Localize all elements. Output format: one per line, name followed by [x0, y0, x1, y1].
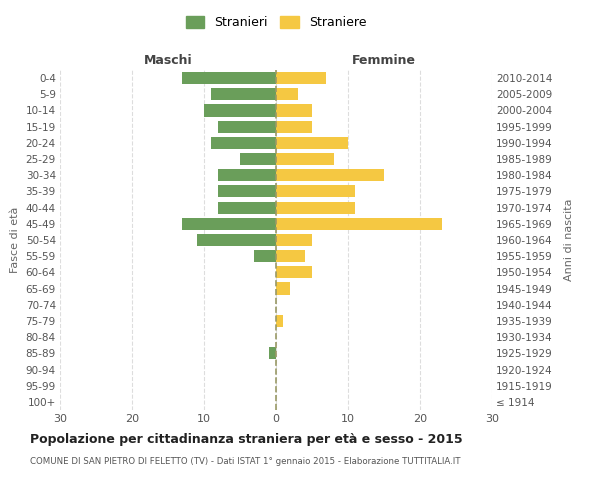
Bar: [276, 88, 298, 101]
Bar: [269, 348, 276, 360]
Bar: [276, 202, 355, 213]
Text: Maschi: Maschi: [143, 54, 193, 67]
Y-axis label: Anni di nascita: Anni di nascita: [564, 198, 574, 281]
Bar: [276, 282, 290, 294]
Bar: [218, 169, 276, 181]
Text: Femmine: Femmine: [352, 54, 416, 67]
Bar: [218, 120, 276, 132]
Bar: [211, 137, 276, 149]
Legend: Stranieri, Straniere: Stranieri, Straniere: [181, 11, 371, 34]
Bar: [182, 218, 276, 230]
Bar: [276, 72, 326, 84]
Text: Popolazione per cittadinanza straniera per età e sesso - 2015: Popolazione per cittadinanza straniera p…: [30, 432, 463, 446]
Bar: [218, 186, 276, 198]
Bar: [254, 250, 276, 262]
Bar: [218, 202, 276, 213]
Text: COMUNE DI SAN PIETRO DI FELETTO (TV) - Dati ISTAT 1° gennaio 2015 - Elaborazione: COMUNE DI SAN PIETRO DI FELETTO (TV) - D…: [30, 458, 461, 466]
Bar: [211, 88, 276, 101]
Bar: [276, 153, 334, 165]
Bar: [276, 218, 442, 230]
Bar: [276, 137, 348, 149]
Bar: [276, 186, 355, 198]
Bar: [276, 104, 312, 117]
Bar: [276, 169, 384, 181]
Bar: [276, 315, 283, 327]
Bar: [204, 104, 276, 117]
Bar: [276, 120, 312, 132]
Bar: [276, 266, 312, 278]
Bar: [197, 234, 276, 246]
Bar: [240, 153, 276, 165]
Y-axis label: Fasce di età: Fasce di età: [10, 207, 20, 273]
Bar: [276, 234, 312, 246]
Bar: [276, 250, 305, 262]
Bar: [182, 72, 276, 84]
